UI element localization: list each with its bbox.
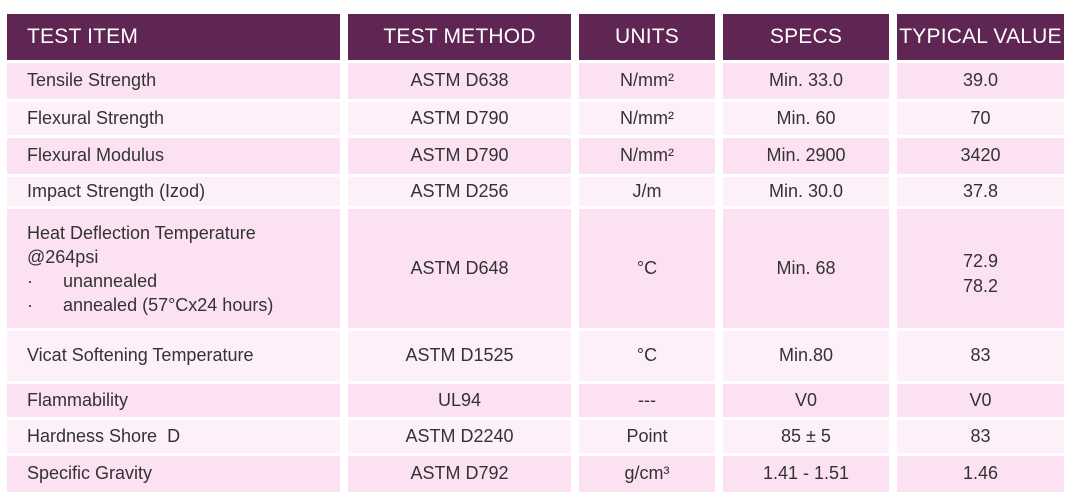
table-row-value: V0 — [897, 384, 1064, 417]
table-row-item-title: Heat Deflection Temperature — [27, 222, 256, 243]
table-row-units: N/mm² — [579, 63, 715, 99]
table-row-specs: V0 — [723, 384, 889, 417]
table-row-item: Flexural Modulus — [7, 138, 340, 174]
table-row-item: Specific Gravity — [7, 456, 340, 492]
table-row-method: ASTM D792 — [348, 456, 571, 492]
header-specs: SPECS — [723, 14, 889, 60]
table-row-subitem: · unannealed — [27, 269, 157, 293]
table-row-units: Point — [579, 420, 715, 453]
table-row-item: Flammability — [7, 384, 340, 417]
table-row-units: N/mm² — [579, 138, 715, 174]
table-row-specs: Min. 30.0 — [723, 177, 889, 206]
table-row-item: Hardness Shore D — [7, 420, 340, 453]
table-row-specs: Min.80 — [723, 331, 889, 381]
table-row-method: ASTM D790 — [348, 138, 571, 174]
table-row-units: --- — [579, 384, 715, 417]
table-row-units: °C — [579, 331, 715, 381]
header-test-method: TEST METHOD — [348, 14, 571, 60]
bullet-icon: · — [27, 294, 33, 315]
table-row-value: 83 — [897, 331, 1064, 381]
table-row-units: °C — [579, 209, 715, 328]
table-row-value: 39.0 — [897, 63, 1064, 99]
table-row-specs: Min. 33.0 — [723, 63, 889, 99]
table-row-specs: 1.41 - 1.51 — [723, 456, 889, 492]
table-row-item-condition: @264psi — [27, 246, 99, 267]
table-row-method: ASTM D790 — [348, 102, 571, 135]
table-row-method: ASTM D256 — [348, 177, 571, 206]
table-row-specs: 85 ± 5 — [723, 420, 889, 453]
table-row-item: Vicat Softening Temperature — [7, 331, 340, 381]
table-row-units: g/cm³ — [579, 456, 715, 492]
table-row-method: ASTM D638 — [348, 63, 571, 99]
table-row-value-unannealed: 72.9 — [962, 250, 999, 271]
table-row-value: 70 — [897, 102, 1064, 135]
table-row-value: 37.8 — [897, 177, 1064, 206]
table-row-subitem-label: unannealed — [63, 270, 158, 291]
table-row-method: ASTM D648 — [348, 209, 571, 328]
table-row-specs: Min. 68 — [723, 209, 889, 328]
table-row-value-annealed: 78.2 — [962, 275, 999, 296]
table-row-units: J/m — [579, 177, 715, 206]
table-row-item: Heat Deflection Temperature @264psi · un… — [7, 209, 340, 328]
table-row-item: Flexural Strength — [7, 102, 340, 135]
table-row-method: UL94 — [348, 384, 571, 417]
header-units: UNITS — [579, 14, 715, 60]
table-row-subitem-label: annealed (57°Cx24 hours) — [63, 294, 274, 315]
table-row-subitem: · annealed (57°Cx24 hours) — [27, 293, 273, 317]
table-row-value: 72.9 78.2 — [897, 209, 1064, 328]
bullet-icon: · — [27, 270, 33, 291]
table-row-item: Tensile Strength — [7, 63, 340, 99]
table-row-method: ASTM D1525 — [348, 331, 571, 381]
table-row-value: 83 — [897, 420, 1064, 453]
table-row-item: Impact Strength (Izod) — [7, 177, 340, 206]
header-test-item: TEST ITEM — [7, 14, 340, 60]
table-row-units: N/mm² — [579, 102, 715, 135]
table-row-value: 1.46 — [897, 456, 1064, 492]
table-row-value: 3420 — [897, 138, 1064, 174]
table-row-method: ASTM D2240 — [348, 420, 571, 453]
header-typical-value: TYPICAL VALUE — [897, 14, 1064, 60]
table-row-specs: Min. 2900 — [723, 138, 889, 174]
spec-table: TEST ITEM TEST METHOD UNITS SPECS TYPICA… — [7, 14, 1064, 492]
table-row-specs: Min. 60 — [723, 102, 889, 135]
